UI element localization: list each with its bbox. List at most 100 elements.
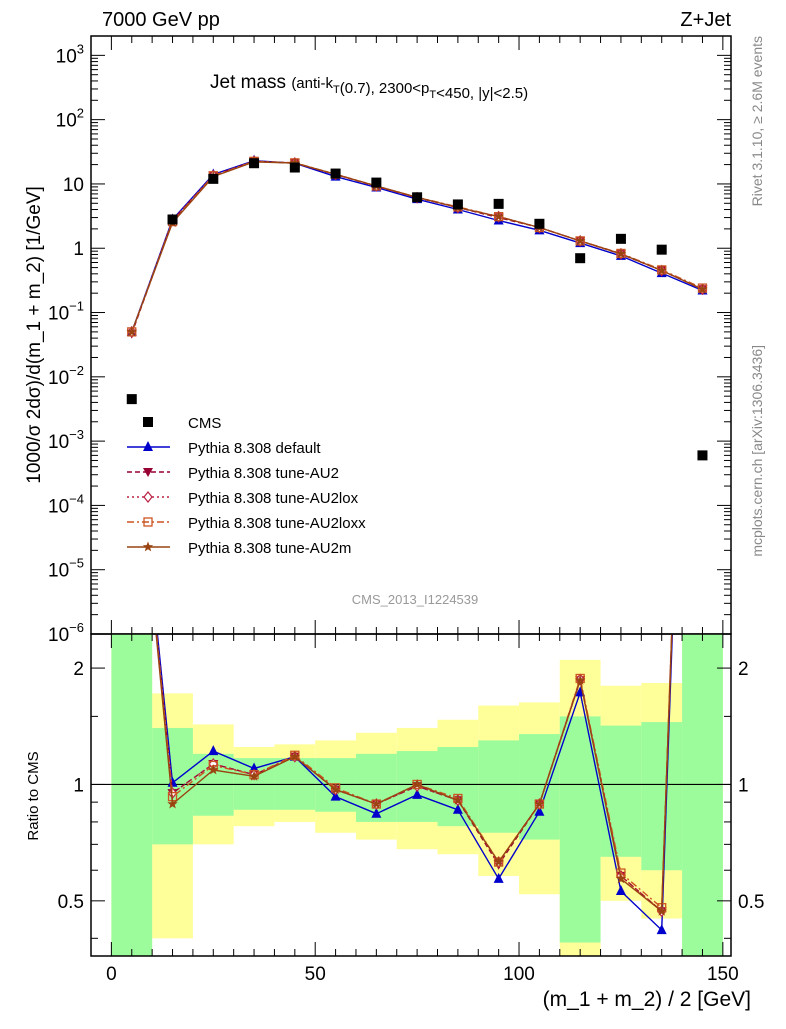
- ratio-point-au2m: [167, 798, 178, 809]
- series-line-au2lox: [131, 160, 703, 333]
- ratio-point-default: [534, 805, 545, 816]
- uncertainty-band-green: [519, 734, 560, 840]
- ratio-point-default: [249, 762, 260, 773]
- data-point: [371, 177, 382, 188]
- series-point-au2m: [697, 283, 708, 294]
- ratio-point-default: [127, 376, 137, 386]
- x-axis-label: (m_1 + m_2) / 2 [GeV]: [543, 988, 751, 1011]
- x-tick-label: 150: [707, 964, 739, 985]
- y-tick-label: 10−2: [48, 363, 84, 389]
- main-plot-area: [126, 154, 708, 461]
- ratio-point-au2m: [411, 779, 423, 789]
- ratio-point-au2m: [452, 794, 464, 805]
- legend-label-default: Pythia 8.308 default: [188, 440, 321, 457]
- x-tick-label: 0: [106, 964, 117, 985]
- legend-label-au2loxx: Pythia 8.308 tune-AU2loxx: [188, 515, 366, 532]
- plot-subtitle: (anti-kT(0.7), 2300<pT<450, |y|<2.5): [291, 75, 528, 102]
- series-point-au2m: [615, 248, 627, 259]
- uncertainty-band-green: [478, 740, 520, 833]
- rivet-version-label: Rivet 3.1.10, ≥ 2.6M events: [749, 36, 765, 206]
- legend-marker-au2lox: [143, 491, 153, 503]
- mcplots-source-label: mcplots.cern.ch [arXiv:1306.3436]: [749, 345, 765, 557]
- main-y-axis-label: 1000/σ 2dσ)/d(m_1 + m_2) [1/GeV]: [24, 186, 45, 484]
- ratio-point-au2m: [248, 770, 260, 781]
- ratio-point-au2m: [534, 798, 545, 809]
- energy-label: 7000 GeV pp: [102, 9, 220, 31]
- ratio-point-default: [330, 790, 341, 801]
- legend-label-au2m: Pythia 8.308 tune-AU2m: [188, 540, 351, 557]
- ratio-y-tick-label-right: 2: [738, 659, 749, 680]
- analysis-watermark: CMS_2013_I1224539: [352, 592, 479, 607]
- ratio-y-tick-label-right: 0.5: [738, 892, 764, 913]
- legend-marker-au2: [143, 468, 153, 477]
- data-point: [697, 450, 708, 461]
- y-tick-label: 1: [73, 239, 84, 260]
- series-line-default: [131, 159, 703, 333]
- series-line-au2loxx: [131, 160, 703, 333]
- ratio-point-au2m: [493, 856, 504, 867]
- main-frame: [90, 35, 732, 635]
- data-point: [167, 214, 178, 225]
- ratio-point-default: [615, 885, 626, 896]
- data-point: [615, 233, 626, 244]
- y-tick-label: 10−5: [48, 556, 84, 582]
- legend-marker-au2m: [142, 541, 154, 552]
- ratio-plot-area: [91, 376, 731, 956]
- data-point: [493, 198, 504, 209]
- legend-marker-data: [143, 417, 153, 427]
- uncertainty-band-green: [641, 722, 683, 871]
- ratio-point-au2: [127, 386, 137, 395]
- y-tick-label: 10−3: [48, 427, 84, 453]
- ratio-y-axis-label: Ratio to CMS: [25, 751, 42, 840]
- x-tick-label: 50: [305, 964, 326, 985]
- ratio-frame: [90, 633, 732, 957]
- data-point: [289, 162, 300, 173]
- y-tick-label: 10: [63, 175, 84, 196]
- ratio-point-au2m: [208, 764, 219, 775]
- data-point: [126, 394, 137, 405]
- uncertainty-band-green: [600, 725, 642, 857]
- data-point: [452, 199, 463, 210]
- data-point: [249, 158, 260, 169]
- series-point-au2m: [289, 157, 301, 168]
- ratio-point-au2lox: [128, 377, 136, 387]
- ratio-panel: 0.5 0.5 1 1 2 2 0 50 100 150: [58, 376, 764, 985]
- upper-panel: CMS_2013_I1224539 Jet mass (anti-kT(0.7),…: [48, 35, 732, 646]
- data-point: [412, 192, 423, 203]
- ratio-point-au2m: [371, 798, 382, 809]
- ratio-point-au2m: [330, 784, 341, 794]
- uncertainty-band-green: [111, 634, 153, 956]
- ratio-y-tick-label: 0.5: [58, 892, 84, 913]
- legend-label-au2lox: Pythia 8.308 tune-AU2lox: [188, 490, 359, 507]
- ratio-point-au2m: [656, 905, 667, 916]
- data-point: [330, 168, 341, 179]
- series-line-au2m: [131, 161, 703, 333]
- ratio-point-default: [493, 872, 504, 883]
- ratio-point-au2m: [289, 751, 301, 762]
- legend-label-au2: Pythia 8.308 tune-AU2: [188, 465, 339, 482]
- ratio-point-au2loxx: [128, 378, 136, 386]
- ratio-y-tick-label: 2: [73, 659, 84, 680]
- series-point-au2m: [126, 326, 137, 337]
- uncertainty-band-green: [682, 634, 723, 956]
- legend-marker-au2loxx: [143, 517, 153, 527]
- ratio-point-au2m: [127, 376, 138, 386]
- series-point-au2m: [493, 211, 504, 222]
- uncertainty-band-green: [437, 746, 479, 827]
- y-tick-label: 103: [56, 41, 84, 67]
- ratio-point-default: [412, 788, 423, 799]
- legend-label-data: CMS: [188, 415, 221, 432]
- data-point: [534, 218, 545, 229]
- series-line-au2: [131, 160, 703, 334]
- y-tick-label: 10−4: [48, 491, 84, 517]
- y-tick-label: 10−1: [48, 299, 84, 325]
- y-tick-label: 102: [56, 106, 84, 132]
- legend-marker-default: [143, 441, 153, 451]
- ratio-point-au2m: [574, 674, 586, 685]
- series-point-au2m: [574, 235, 586, 246]
- plot-title: Jet mass (anti-kT(0.7), 2300<pT<450, |y|…: [210, 72, 528, 102]
- ratio-point-default: [208, 745, 219, 756]
- uncertainty-band-green: [559, 716, 601, 943]
- data-point: [208, 173, 219, 184]
